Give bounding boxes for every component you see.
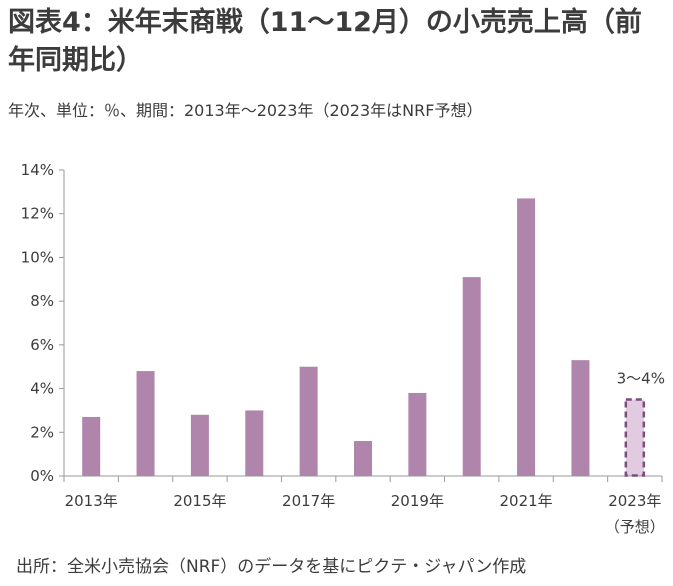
- x-tick-label: 2017年: [282, 492, 335, 510]
- y-tick-label: 6%: [30, 336, 54, 354]
- bar-2014: [136, 371, 155, 476]
- forecast-label: 3〜4%: [617, 370, 665, 388]
- forecast: 3〜4%: [617, 370, 665, 477]
- x-tick-label: 2013年: [65, 492, 118, 510]
- bar-2018: [354, 441, 372, 476]
- x-tick-label: 2021年: [499, 492, 552, 510]
- y-tick-label: 10%: [21, 248, 54, 266]
- y-tick-label: 12%: [21, 205, 54, 223]
- y-tick-label: 8%: [30, 292, 54, 310]
- chart-source: 出所：全米小売協会（NRF）のデータを基にピクテ・ジャパン作成: [16, 557, 527, 577]
- y-axis: 0% 2% 4% 6% 8% 10% 12% 14%: [21, 161, 65, 485]
- y-tick-label: 4%: [30, 380, 54, 398]
- bars: [82, 198, 590, 476]
- bar-2021: [517, 198, 536, 476]
- x-tick-label: 2015年: [173, 492, 226, 510]
- chart-title: 図表4：米年末商戦（11〜12月）の小売売上高（前年同期比）: [8, 7, 642, 76]
- x-tick-label: 2019年: [391, 492, 444, 510]
- bar-2013: [82, 416, 101, 476]
- x-tick-label: 2023年: [608, 492, 661, 510]
- y-tick-label: 14%: [21, 161, 54, 179]
- bar-2017: [299, 366, 318, 476]
- bar-2015: [190, 414, 209, 476]
- forecast-sublabel: （予想）: [605, 518, 665, 536]
- chart-subtitle: 年次、単位：％、期間：2013年〜2023年（2023年はNRF予想）: [8, 101, 483, 120]
- y-tick-label: 2%: [30, 423, 54, 441]
- bar-2019: [408, 392, 427, 476]
- bar-forecast-2023: [624, 398, 646, 477]
- bar-2016: [245, 410, 264, 476]
- y-tick-label: 0%: [30, 467, 54, 485]
- bar-2020: [462, 277, 481, 476]
- bar-2022: [571, 360, 590, 476]
- x-axis: 2013年 2015年 2017年 2019年 2021年 2023年 （予想）: [63, 475, 665, 536]
